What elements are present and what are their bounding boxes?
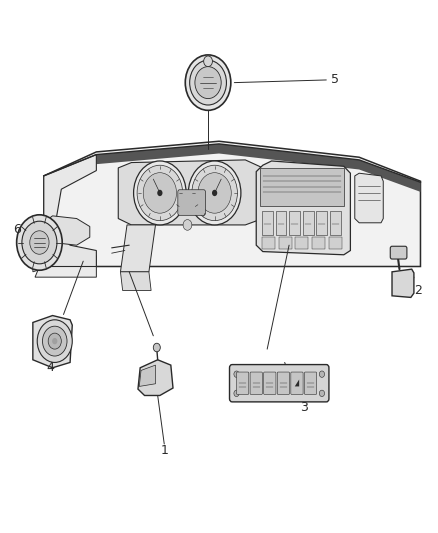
Polygon shape bbox=[355, 173, 383, 223]
FancyBboxPatch shape bbox=[390, 246, 407, 259]
Circle shape bbox=[192, 165, 237, 221]
FancyBboxPatch shape bbox=[264, 372, 276, 394]
Polygon shape bbox=[33, 316, 72, 368]
Circle shape bbox=[188, 161, 241, 225]
FancyBboxPatch shape bbox=[178, 190, 205, 215]
FancyBboxPatch shape bbox=[230, 365, 329, 402]
Circle shape bbox=[17, 215, 62, 270]
Circle shape bbox=[52, 338, 57, 344]
FancyBboxPatch shape bbox=[250, 372, 262, 394]
Bar bbox=[279, 237, 292, 249]
Polygon shape bbox=[295, 379, 299, 386]
Polygon shape bbox=[42, 216, 90, 245]
FancyBboxPatch shape bbox=[304, 372, 317, 394]
Bar bbox=[262, 237, 275, 249]
Text: 3: 3 bbox=[300, 401, 308, 414]
Circle shape bbox=[143, 173, 177, 213]
Circle shape bbox=[319, 390, 325, 397]
Text: 4: 4 bbox=[46, 361, 54, 374]
Circle shape bbox=[234, 390, 239, 397]
Circle shape bbox=[190, 60, 226, 105]
Polygon shape bbox=[22, 155, 96, 240]
Circle shape bbox=[185, 55, 231, 110]
Bar bbox=[289, 211, 300, 235]
Circle shape bbox=[22, 221, 57, 264]
FancyBboxPatch shape bbox=[237, 372, 249, 394]
Polygon shape bbox=[44, 144, 420, 192]
Text: 2: 2 bbox=[414, 284, 422, 297]
Circle shape bbox=[183, 220, 192, 230]
Circle shape bbox=[37, 320, 72, 362]
Circle shape bbox=[30, 231, 49, 254]
Circle shape bbox=[198, 173, 231, 213]
Polygon shape bbox=[35, 256, 96, 277]
Bar bbox=[316, 211, 327, 235]
Polygon shape bbox=[120, 225, 155, 272]
Bar bbox=[295, 237, 308, 249]
Circle shape bbox=[157, 190, 162, 196]
Circle shape bbox=[137, 165, 183, 221]
FancyBboxPatch shape bbox=[277, 372, 290, 394]
Polygon shape bbox=[139, 365, 155, 386]
Bar bbox=[276, 211, 286, 235]
Circle shape bbox=[48, 333, 61, 349]
Circle shape bbox=[212, 190, 217, 196]
Polygon shape bbox=[392, 269, 414, 297]
Circle shape bbox=[319, 371, 325, 377]
Bar bbox=[330, 211, 341, 235]
Circle shape bbox=[195, 67, 221, 99]
Circle shape bbox=[134, 161, 186, 225]
Polygon shape bbox=[35, 224, 96, 266]
Circle shape bbox=[42, 326, 67, 356]
Polygon shape bbox=[33, 255, 42, 272]
Circle shape bbox=[234, 371, 239, 377]
Polygon shape bbox=[138, 360, 173, 395]
Text: 6: 6 bbox=[14, 223, 21, 236]
Polygon shape bbox=[44, 141, 420, 266]
Circle shape bbox=[204, 56, 212, 67]
Bar bbox=[328, 237, 342, 249]
Bar bbox=[303, 211, 314, 235]
Text: 1: 1 bbox=[160, 444, 168, 457]
Polygon shape bbox=[256, 161, 350, 255]
Polygon shape bbox=[120, 272, 151, 290]
Circle shape bbox=[153, 343, 160, 352]
Bar bbox=[312, 237, 325, 249]
FancyBboxPatch shape bbox=[260, 168, 344, 206]
Text: 5: 5 bbox=[331, 74, 339, 86]
FancyBboxPatch shape bbox=[291, 372, 303, 394]
Polygon shape bbox=[118, 160, 263, 225]
Bar bbox=[262, 211, 273, 235]
